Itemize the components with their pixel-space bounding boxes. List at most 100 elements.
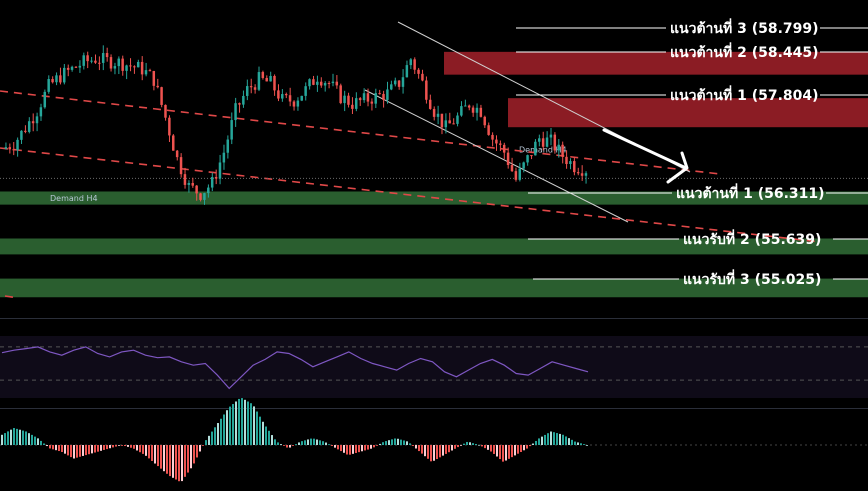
level-label: แนวต้านที่ 3 (58.799) xyxy=(670,18,819,37)
macd-bar xyxy=(514,445,516,456)
candle-body xyxy=(109,57,113,69)
macd-bar xyxy=(121,445,123,446)
macd-bar xyxy=(304,440,306,445)
macd-bar xyxy=(424,445,426,457)
macd-bar xyxy=(385,441,387,445)
macd-bar xyxy=(388,440,390,445)
forecast-arrow-head xyxy=(666,151,689,184)
candle-body xyxy=(351,104,354,109)
level-label: แนวต้านที่ 1 (56.311) xyxy=(676,183,825,202)
macd-bar xyxy=(217,423,219,445)
macd-bar xyxy=(448,445,450,453)
candle-body xyxy=(24,130,27,132)
macd-bar xyxy=(409,443,411,445)
macd-bar xyxy=(454,445,456,449)
candle-body xyxy=(121,58,124,71)
candle-body xyxy=(537,138,541,142)
channel-lower-line xyxy=(364,89,629,223)
macd-bar xyxy=(430,445,432,462)
macd-bar xyxy=(106,445,108,450)
macd-bar xyxy=(325,442,327,445)
macd-bar xyxy=(295,444,297,445)
candle-body xyxy=(129,65,132,67)
candle-body xyxy=(370,101,374,104)
candle-body xyxy=(94,60,97,63)
candle-body xyxy=(464,105,467,107)
macd-bar xyxy=(229,406,231,445)
candle-body xyxy=(90,60,93,62)
macd-bar xyxy=(208,435,210,445)
candle-body xyxy=(499,143,502,145)
macd-bar xyxy=(172,445,174,478)
macd-bar xyxy=(466,441,468,445)
candle-body xyxy=(136,61,140,68)
macd-bar xyxy=(394,438,396,445)
macd-bar xyxy=(97,445,99,452)
macd-bar xyxy=(100,445,102,451)
macd-bar xyxy=(547,433,549,445)
candle-body xyxy=(526,155,529,163)
macd-bar xyxy=(31,434,33,445)
macd-bar xyxy=(436,445,438,460)
candle-body xyxy=(105,53,109,58)
macd-bar xyxy=(256,411,258,445)
candle-body xyxy=(448,120,451,124)
candle-body xyxy=(156,85,159,88)
candle-body xyxy=(374,93,377,104)
candle-body xyxy=(160,87,163,105)
candle-body xyxy=(242,95,245,105)
candle-body xyxy=(514,171,518,180)
macd-bar xyxy=(196,445,198,458)
macd-bar xyxy=(433,445,435,461)
candle-body xyxy=(580,173,584,176)
trendline-lower-dashed xyxy=(0,147,821,243)
macd-bar xyxy=(340,445,342,452)
candle-body xyxy=(347,95,350,105)
candle-body xyxy=(148,70,152,72)
rsi-line xyxy=(1,346,589,390)
macd-bar xyxy=(160,445,162,469)
candle-body xyxy=(113,66,117,69)
macd-bar xyxy=(520,445,522,452)
macd-bar xyxy=(154,445,156,464)
macd-bar xyxy=(226,410,228,445)
macd-bar xyxy=(460,445,462,446)
macd-bar xyxy=(361,445,363,452)
candle-body xyxy=(409,59,412,66)
macd-bar xyxy=(523,445,525,451)
macd-bar xyxy=(133,445,135,449)
macd-bar xyxy=(451,445,453,451)
macd-bar xyxy=(175,445,177,480)
macd-bar xyxy=(490,445,492,452)
macd-bar xyxy=(211,431,213,445)
macd-bar xyxy=(10,429,12,445)
candle-body xyxy=(168,117,171,136)
candle-body xyxy=(43,91,47,108)
macd-bar xyxy=(376,445,378,446)
macd-bar xyxy=(427,445,429,459)
macd-bar xyxy=(502,445,504,462)
candle-body xyxy=(327,83,331,85)
candle-body xyxy=(234,103,237,121)
macd-bar xyxy=(67,445,69,456)
macd-bar xyxy=(25,431,27,445)
macd-bar xyxy=(364,445,366,451)
macd-bar xyxy=(145,445,147,456)
candle-body xyxy=(308,79,311,87)
candle-body xyxy=(304,86,307,96)
candle-body xyxy=(288,95,292,102)
macd-bar xyxy=(82,445,84,456)
macd-bar xyxy=(310,438,312,445)
macd-bar xyxy=(28,433,30,445)
candle-body xyxy=(440,113,444,128)
candle-body xyxy=(549,134,553,138)
candle-body xyxy=(487,125,490,135)
macd-bar xyxy=(139,445,141,453)
macd-bar xyxy=(190,445,192,469)
macd-bar xyxy=(55,445,57,451)
candle-body xyxy=(183,174,187,185)
macd-bar xyxy=(241,398,243,445)
candle-body xyxy=(284,94,288,96)
macd-bar xyxy=(421,445,423,454)
macd-bar xyxy=(130,445,132,448)
